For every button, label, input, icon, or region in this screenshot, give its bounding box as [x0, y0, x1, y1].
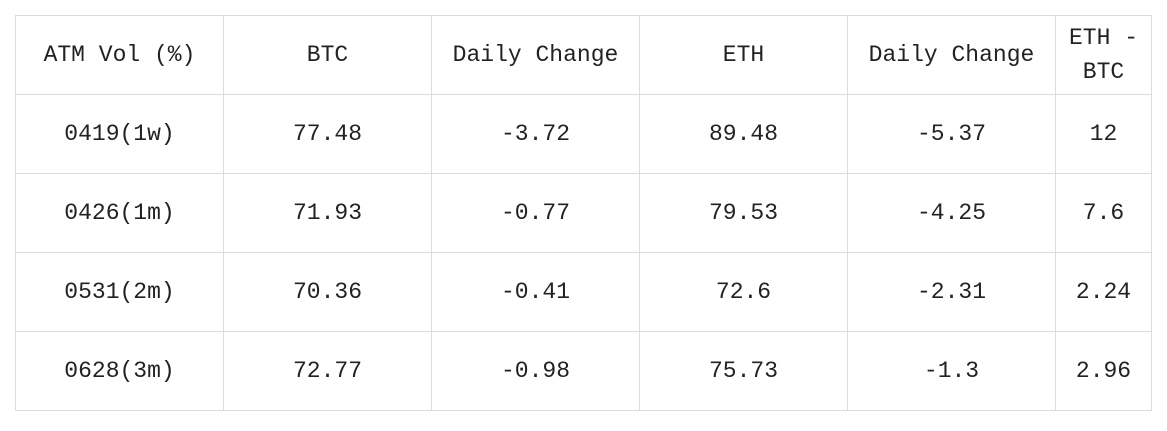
table-cell: 79.53: [639, 173, 848, 253]
table-cell: 89.48: [639, 94, 848, 174]
table-cell: 7.6: [1055, 173, 1152, 253]
table-cell: 70.36: [223, 252, 432, 332]
table-cell: 2.24: [1055, 252, 1152, 332]
table-cell: -0.98: [431, 331, 640, 411]
table-cell: 75.73: [639, 331, 848, 411]
header-cell: ETH: [639, 15, 848, 95]
table-cell: 0628(3m): [15, 331, 224, 411]
table-cell: -2.31: [847, 252, 1056, 332]
table-cell: 0419(1w): [15, 94, 224, 174]
table-row: 0531(2m) 70.36 -0.41 72.6 -2.31 2.24: [15, 252, 1152, 332]
table-cell: 72.6: [639, 252, 848, 332]
table-cell: 71.93: [223, 173, 432, 253]
table-cell: 72.77: [223, 331, 432, 411]
table-row: 0419(1w) 77.48 -3.72 89.48 -5.37 12: [15, 94, 1152, 174]
table-cell: 12: [1055, 94, 1152, 174]
table-cell: -5.37: [847, 94, 1056, 174]
table-cell: -0.41: [431, 252, 640, 332]
table-cell: -4.25: [847, 173, 1056, 253]
header-row: ATM Vol (%) BTC Daily Change ETH Daily Chang…: [15, 15, 1152, 95]
header-cell: Daily Change: [847, 15, 1056, 95]
vol-table: ATM Vol (%) BTC Daily Change ETH Daily Chang…: [15, 15, 1152, 411]
table-cell: -1.3: [847, 331, 1056, 411]
table-row: 0628(3m) 72.77 -0.98 75.73 -1.3 2.96: [15, 331, 1152, 411]
table-cell: 0531(2m): [15, 252, 224, 332]
header-cell: Daily Change: [431, 15, 640, 95]
table-cell: -0.77: [431, 173, 640, 253]
header-cell: ETH - BTC: [1055, 15, 1152, 95]
header-cell: BTC: [223, 15, 432, 95]
header-cell: ATM Vol (%): [15, 15, 224, 95]
table-cell: 0426(1m): [15, 173, 224, 253]
table-cell: -3.72: [431, 94, 640, 174]
table-cell: 2.96: [1055, 331, 1152, 411]
table-body: 0419(1w) 77.48 -3.72 89.48 -5.37 12 0426(1m) 71…: [15, 94, 1152, 411]
table-cell: 77.48: [223, 94, 432, 174]
table-row: 0426(1m) 71.93 -0.77 79.53 -4.25 7.6: [15, 173, 1152, 253]
